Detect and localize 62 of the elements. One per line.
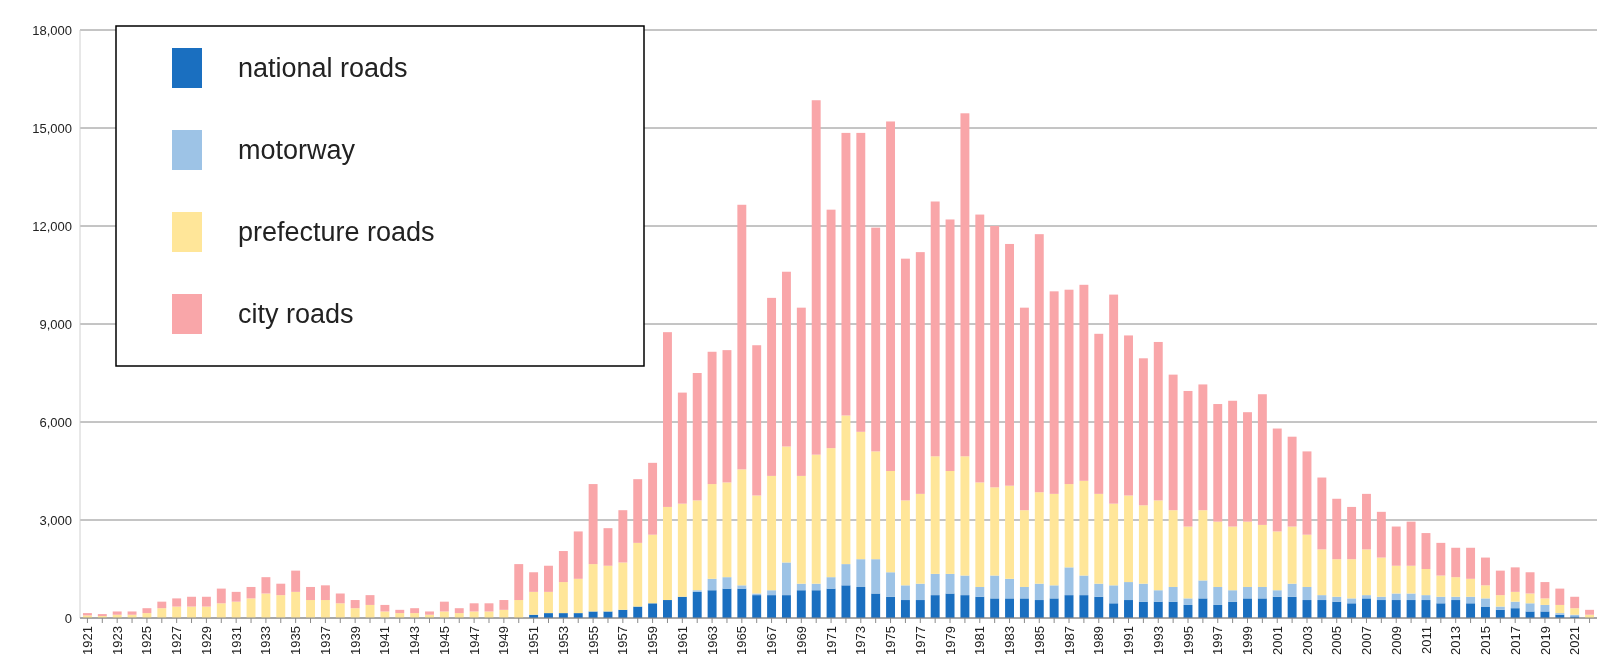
- y-tick-label: 12,000: [32, 218, 72, 234]
- x-tick-label: 2021: [1567, 626, 1583, 655]
- x-tick-label: 1921: [79, 626, 95, 655]
- legend-label: national roads: [238, 53, 408, 84]
- x-tick-label: 1979: [942, 626, 958, 655]
- x-tick-label: 1935: [288, 626, 304, 655]
- y-tick-label: 18,000: [32, 22, 72, 38]
- x-tick-label: 2013: [1448, 626, 1464, 655]
- x-tick-label: 2005: [1329, 626, 1345, 655]
- x-tick-label: 1983: [1002, 626, 1018, 655]
- x-tick-label: 2007: [1359, 626, 1375, 655]
- x-tick-label: 2001: [1269, 626, 1285, 655]
- x-tick-label: 1945: [436, 626, 452, 655]
- x-tick-label: 1989: [1091, 626, 1107, 655]
- x-tick-label: 1975: [883, 626, 899, 655]
- x-tick-label: 1977: [912, 626, 928, 655]
- x-tick-label: 1991: [1121, 626, 1137, 655]
- y-tick-label: 15,000: [32, 120, 72, 136]
- x-tick-label: 1955: [585, 626, 601, 655]
- x-tick-label: 1941: [377, 626, 393, 655]
- legend-label: motorway: [238, 135, 356, 166]
- x-tick-label: 1967: [764, 626, 780, 655]
- x-tick-label: 1997: [1210, 626, 1226, 655]
- x-tick-label: 1947: [466, 626, 482, 655]
- x-tick-label: 1931: [228, 626, 244, 655]
- x-tick-label: 1961: [674, 626, 690, 655]
- x-tick-label: 2011: [1418, 626, 1434, 654]
- legend-label: city roads: [238, 299, 354, 330]
- x-tick-label: 1971: [823, 626, 839, 655]
- x-tick-label: 1949: [496, 626, 512, 655]
- y-tick-label: 6,000: [39, 414, 72, 430]
- x-tick-label: 2015: [1478, 626, 1494, 655]
- x-tick-label: 1973: [853, 626, 869, 655]
- x-tick-label: 1923: [109, 626, 125, 655]
- x-tick-label: 1943: [407, 626, 423, 655]
- x-tick-label: 2009: [1388, 626, 1404, 655]
- legend-label: prefecture roads: [238, 217, 435, 248]
- x-tick-label: 1993: [1150, 626, 1166, 655]
- x-tick-label: 1929: [198, 626, 214, 655]
- y-tick-label: 0: [64, 610, 72, 626]
- x-tick-label: 1969: [793, 626, 809, 655]
- x-tick-label: 2019: [1537, 626, 1553, 655]
- x-tick-label: 1953: [555, 626, 571, 655]
- x-tick-label: 1959: [645, 626, 661, 655]
- x-tick-label: 1985: [1031, 626, 1047, 655]
- x-tick-label: 2017: [1507, 626, 1523, 655]
- x-tick-label: 1981: [972, 626, 988, 655]
- x-tick-label: 1925: [139, 626, 155, 655]
- x-tick-label: 1999: [1240, 626, 1256, 655]
- y-tick-label: 3,000: [39, 512, 72, 528]
- x-tick-label: 2003: [1299, 626, 1315, 655]
- x-tick-label: 1927: [169, 626, 185, 655]
- x-tick-label: 1933: [258, 626, 274, 655]
- x-tick-label: 1965: [734, 626, 750, 655]
- x-tick-label: 1995: [1180, 626, 1196, 655]
- x-tick-label: 1939: [347, 626, 363, 655]
- x-tick-label: 1957: [615, 626, 631, 655]
- x-tick-label: 1951: [526, 626, 542, 655]
- x-tick-label: 1963: [704, 626, 720, 655]
- y-tick-label: 9,000: [39, 316, 72, 332]
- x-tick-label: 1937: [317, 626, 333, 655]
- x-tick-label: 1987: [1061, 626, 1077, 655]
